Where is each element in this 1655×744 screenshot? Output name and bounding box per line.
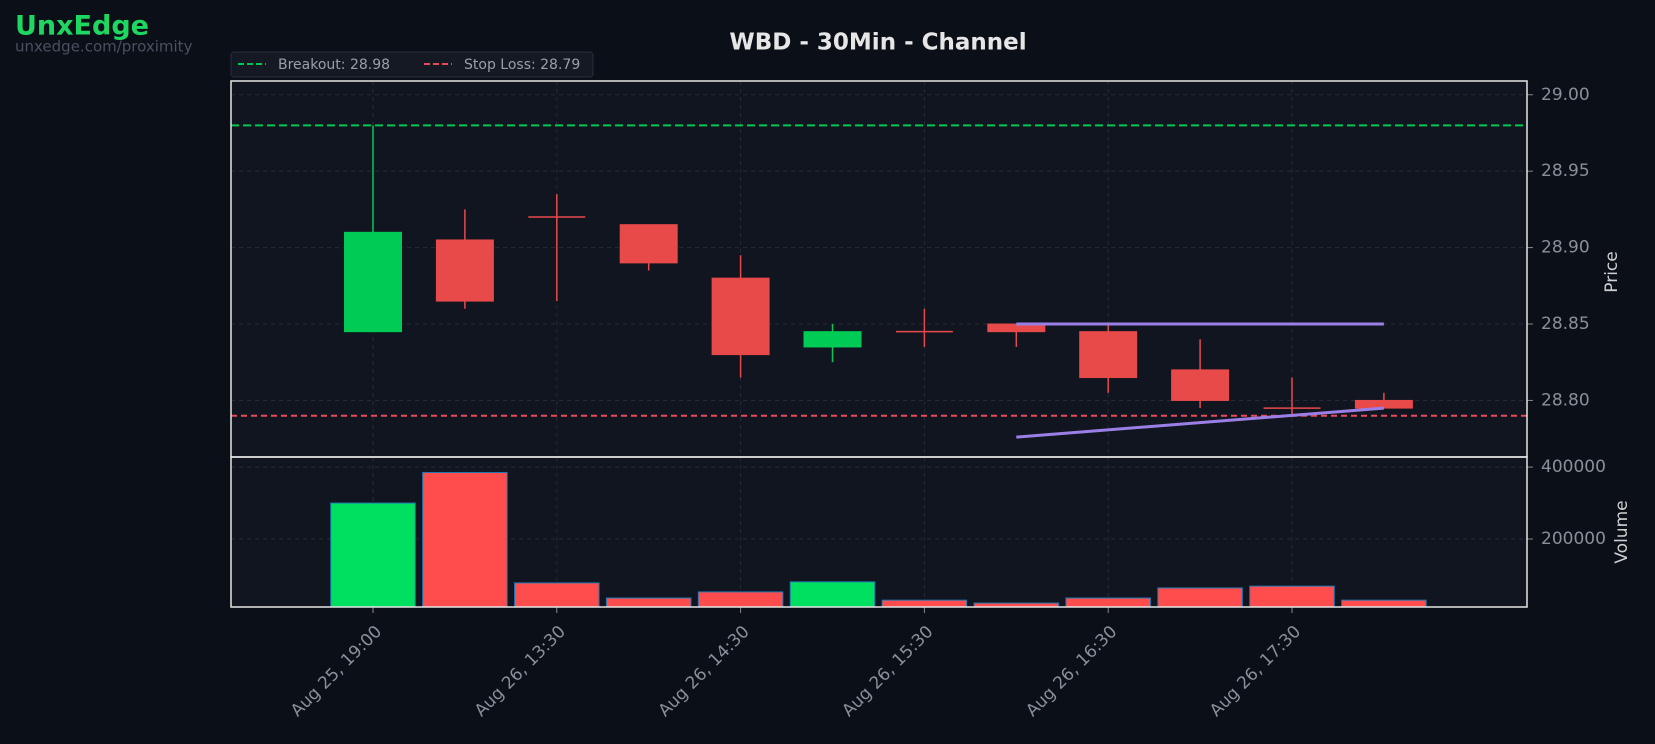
candle-body xyxy=(435,239,494,302)
candle-body xyxy=(711,277,770,356)
brand-name: UnxEdge xyxy=(15,11,149,42)
y-axis-label: Volume xyxy=(1612,500,1632,563)
volume-bar xyxy=(881,599,968,608)
candle-body xyxy=(1171,369,1230,401)
volume-bar xyxy=(605,597,692,608)
legend: Breakout: 28.98 Stop Loss: 28.79 xyxy=(230,51,594,78)
volume-bar xyxy=(514,582,600,608)
candle-body xyxy=(803,331,862,348)
y-tick-label: 28.85 xyxy=(1541,314,1590,334)
candle-body xyxy=(619,224,678,264)
y-tick-label: 28.95 xyxy=(1541,161,1590,181)
volume-bar xyxy=(1341,599,1427,608)
y-tick-label: 28.90 xyxy=(1541,238,1590,258)
volume-bar xyxy=(422,471,508,608)
legend-box xyxy=(230,51,594,78)
y-tick-label: 200000 xyxy=(1541,529,1606,549)
candle-body xyxy=(1354,399,1413,409)
volume-bar xyxy=(1065,597,1151,608)
chart-title: WBD - 30Min - Channel xyxy=(729,30,1026,56)
volume-bar xyxy=(789,581,876,608)
volume-bar xyxy=(330,502,416,608)
candle-body xyxy=(1079,331,1138,379)
y-tick-label: 400000 xyxy=(1541,457,1606,477)
volume-frame xyxy=(230,456,1528,608)
y-tick-label: 28.80 xyxy=(1541,390,1590,410)
y-axis-label: Price xyxy=(1602,251,1622,292)
volume-bar xyxy=(697,591,784,608)
brand-url: unxedge.com/proximity xyxy=(15,38,193,56)
legend-label: Stop Loss: 28.79 xyxy=(464,57,580,73)
channel-line xyxy=(1016,406,1385,439)
y-tick-label: 29.00 xyxy=(1541,85,1590,105)
volume-bar xyxy=(1157,587,1243,608)
candle-body xyxy=(344,231,402,333)
legend-label: Breakout: 28.98 xyxy=(278,57,390,73)
volume-bar xyxy=(1249,585,1335,608)
